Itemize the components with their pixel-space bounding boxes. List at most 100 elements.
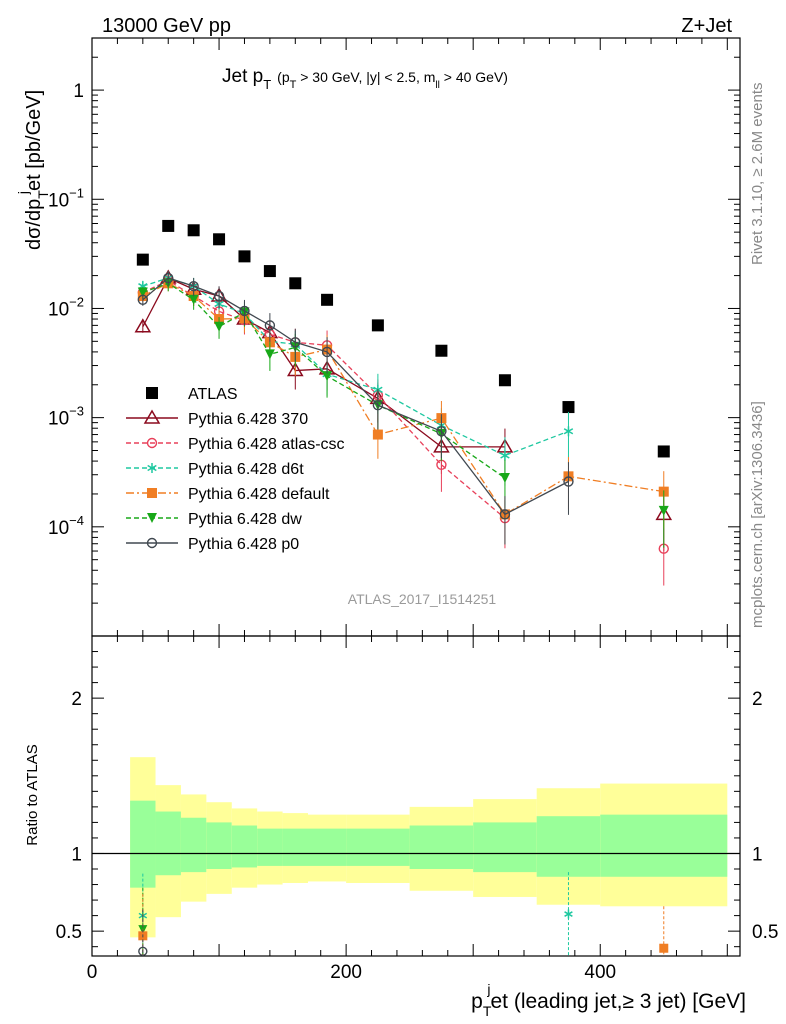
y-tick-label: 10−3 [48, 404, 84, 430]
data-point [188, 280, 199, 292]
data-point [239, 305, 250, 317]
data-point [264, 349, 275, 360]
x-tick-label: 0 [87, 962, 98, 983]
data-point [499, 509, 511, 520]
process-label: Z+Jet [681, 15, 732, 37]
x-tick-label: 400 [584, 962, 616, 983]
analysis-watermark: ATLAS_2017_I1514251 [348, 591, 497, 607]
data-point [372, 399, 384, 411]
legend-marker [146, 437, 158, 449]
series-line [142, 279, 506, 519]
legend-entry: Pythia 6.428 370 [126, 409, 308, 428]
legend-label: Pythia 6.428 dw [188, 511, 302, 528]
legend-entry: Pythia 6.428 p0 [126, 536, 299, 553]
series-pythia-6-428-p0 [137, 271, 574, 545]
y-tick-label: 10−1 [48, 185, 84, 211]
data-point [264, 320, 276, 331]
data-point [214, 321, 225, 332]
legend-marker [147, 463, 157, 473]
uncertainty-band-inner [282, 828, 308, 866]
legend-entry: Pythia 6.428 d6t [126, 461, 304, 478]
ratio-point [659, 906, 669, 956]
ratio-y-tick-label: 0.5 [56, 922, 82, 943]
ratio-point [138, 909, 148, 957]
uncertainty-band-inner [231, 825, 258, 868]
data-point [187, 224, 200, 237]
legend-entry: Pythia 6.428 default [126, 486, 330, 503]
data-point [321, 293, 334, 306]
data-point [162, 219, 175, 232]
data-point [289, 277, 302, 290]
data-point [263, 265, 276, 278]
ratio-y-axis-label: Ratio to ATLAS [24, 744, 41, 845]
ratio-marker [659, 943, 669, 953]
data-point [436, 426, 447, 437]
uncertainty-band-inner [257, 828, 283, 866]
uncertainty-band-inner [308, 828, 347, 866]
data-point [137, 294, 149, 306]
uncertainty-band-inner [206, 822, 232, 870]
main-title: Jet pT (pT > 30 GeV, |y| < 2.5, mll > 40 … [222, 66, 508, 92]
legend-label: ATLAS [188, 386, 238, 403]
data-point [188, 294, 199, 305]
data-point [136, 253, 149, 266]
data-point [134, 318, 152, 333]
legend-label: Pythia 6.428 atlas-csc [188, 436, 345, 453]
y-tick-label: 1 [73, 81, 84, 102]
data-point [658, 505, 669, 516]
mcplots-label: mcplots.cern.ch [arXiv:1306.3436] [749, 401, 766, 628]
ratio-y-tick-label: 0.5 [752, 922, 778, 943]
y-tick-label: 10−2 [48, 294, 84, 320]
legend-marker [146, 387, 158, 399]
data-point [322, 371, 333, 382]
uncertainty-band-inner [473, 822, 537, 873]
uncertainty-band-inner [155, 811, 181, 876]
data-point [137, 287, 148, 298]
uncertainty-band-inner [409, 825, 474, 870]
data-point [321, 346, 333, 358]
data-point [562, 401, 575, 414]
ratio-y-tick-label: 1 [71, 844, 82, 865]
data-point [372, 429, 383, 440]
data-point [657, 445, 670, 458]
y-tick-label: 10−4 [48, 513, 84, 539]
rivet-label: Rivet 3.1.10, ≥ 2.6M events [749, 83, 766, 266]
energy-label: 13000 GeV pp [102, 15, 231, 37]
data-point [498, 374, 511, 387]
data-point [238, 250, 251, 263]
data-point [213, 290, 225, 302]
ratio-point [564, 872, 573, 956]
ratio-marker [564, 909, 573, 919]
data-point [563, 476, 574, 487]
ratio-plot-area: 0 200 400 2 2 1 1 0.5 0.5 [56, 635, 778, 983]
data-point [163, 272, 174, 284]
main-y-axis-label: dσ/dpTjet [pb/GeV] [15, 90, 51, 250]
data-point [371, 319, 384, 332]
legend: ATLAS Pythia 6.428 370 Pythia 6.428 atlas-… [126, 386, 345, 553]
data-point [290, 337, 301, 348]
uncertainty-band-inner [180, 817, 207, 873]
ratio-y-tick-label: 1 [752, 844, 763, 865]
series-atlas [136, 219, 670, 458]
legend-label: Pythia 6.428 default [188, 486, 330, 503]
data-point [499, 472, 510, 483]
uncertainty-band-inner [536, 816, 601, 877]
x-axis-label: pTjet (leading jet,≥ 3 jet) [GeV] [471, 981, 746, 1019]
legend-label: Pythia 6.428 p0 [188, 536, 299, 553]
legend-entry: Pythia 6.428 atlas-csc [126, 436, 345, 453]
legend-label: Pythia 6.428 370 [188, 411, 308, 428]
legend-marker [147, 488, 157, 498]
ratio-y-tick-label: 2 [71, 689, 82, 710]
x-tick-label: 200 [330, 962, 362, 983]
uncertainty-band-inner [600, 814, 728, 877]
legend-entry: ATLAS [146, 386, 238, 403]
main-plot-area: 1 10−1 10−2 10−3 10−4 [48, 37, 741, 637]
ratio-y-tick-label: 2 [752, 689, 763, 710]
legend-marker [147, 513, 157, 523]
data-point [213, 233, 226, 246]
legend-label: Pythia 6.428 d6t [188, 461, 304, 478]
data-point [435, 344, 448, 357]
legend-marker [146, 537, 158, 549]
legend-entry: Pythia 6.428 dw [126, 511, 302, 528]
